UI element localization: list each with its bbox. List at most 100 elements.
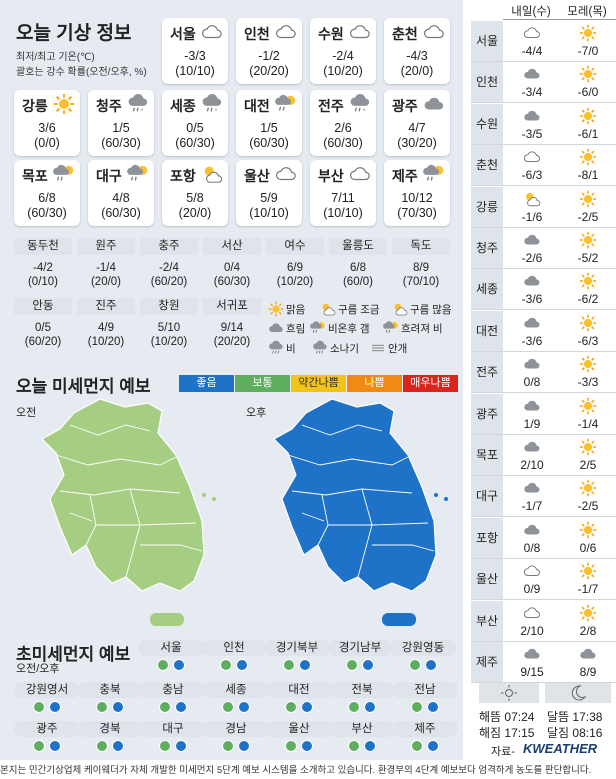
rain-then-clear-icon (127, 163, 149, 185)
rain-then-clear-icon (310, 320, 326, 336)
city-card: 전주 2/6 (60/30) (310, 90, 376, 156)
city-rain: (30/20) (397, 136, 437, 150)
small-city-rain: (60/20) (24, 336, 62, 348)
city-name: 포항 (170, 168, 196, 184)
pm-dot (301, 740, 313, 752)
sun-cloud-icon (320, 301, 336, 317)
legend-item: 비 (268, 340, 296, 356)
pm-dot (236, 659, 248, 671)
city-temp: 3/6 (38, 121, 56, 135)
city-name: 광주 (392, 98, 418, 114)
am-dot (409, 659, 421, 671)
cloud-icon (523, 148, 541, 166)
city-card: 춘천 -4/3 (20/0) (384, 18, 450, 84)
city-rain: (10/10) (323, 206, 363, 220)
cloud-icon (349, 163, 371, 185)
fine-region-name: 충남 (140, 682, 206, 698)
forecast-city: 포항 (471, 517, 503, 558)
day1-temp: 2/10 (520, 458, 544, 472)
forecast-city: 춘천 (471, 145, 503, 186)
day1-temp: 0/9 (523, 582, 541, 597)
cloud-icon (275, 163, 297, 185)
forecast-row: 포항 0/8 0/6 (471, 517, 616, 559)
city-name: 대구 (96, 168, 122, 184)
pm-dot (112, 740, 124, 752)
city-name: 목포 (22, 168, 48, 184)
day1-temp: -3/4 (521, 85, 543, 100)
rain-note: 괄호는 강수 확률(오전/오후, %) (16, 67, 147, 78)
forecast-city: 부산 (471, 600, 503, 641)
cloud-dark-icon (523, 645, 541, 663)
small-city: 안동 0/5 (60/20) (14, 298, 72, 349)
forecast-row: 전주 0/8 -3/3 (471, 352, 616, 394)
am-dot (411, 740, 423, 752)
city-temp: -4/3 (406, 49, 428, 63)
small-city-temp: 6/9 (287, 262, 303, 274)
sun-icon (579, 397, 597, 415)
sun-icon (579, 231, 597, 249)
pm-map (273, 398, 448, 626)
sun-icon (579, 438, 597, 456)
small-city-temp: 0/4 (224, 262, 240, 274)
day2-temp: 2/5 (579, 458, 597, 472)
forecast-city: 목포 (471, 435, 503, 475)
forecast-city: 광주 (471, 393, 503, 434)
am-dot (285, 740, 297, 752)
legend-label: 흐려져 비 (401, 322, 443, 335)
fine-region: 경기북부 (264, 640, 330, 671)
small-city-rain: (60/30) (213, 276, 251, 288)
city-card: 인천 -1/2 (20/20) (236, 18, 302, 84)
am-dot (283, 659, 295, 671)
day2-temp: 2/8 (579, 623, 597, 638)
forecast-city: 대전 (471, 310, 503, 351)
forecast-city: 청주 (471, 228, 503, 268)
sun-icon (579, 148, 597, 166)
city-temp: 2/6 (334, 121, 352, 135)
small-city: 창원 5/10 (10/20) (140, 298, 198, 349)
fine-region-name: 울산 (266, 721, 332, 737)
pm-level: 나쁨 (347, 375, 402, 392)
fine-region-name: 서울 (138, 640, 204, 656)
small-city: 독도 8/9 (70/10) (392, 238, 450, 289)
city-rain: (20/20) (249, 64, 289, 78)
day2-temp: 8/9 (579, 665, 597, 679)
legend-item: 소나기 (312, 340, 359, 356)
pm-dot (238, 701, 250, 713)
day2-temp: -8/1 (577, 168, 599, 183)
shower-icon (312, 340, 328, 356)
cloud-rain-snow-icon (201, 93, 223, 115)
small-city: 원주 -1/4 (20/0) (77, 238, 135, 289)
am-dot (96, 701, 108, 713)
sun-outline-icon (501, 685, 517, 701)
city-rain: (60/30) (101, 206, 141, 220)
city-temp: 4/7 (408, 121, 426, 135)
rain-then-clear-icon (53, 163, 75, 185)
legend-label: 구름 조금 (338, 303, 380, 316)
small-city-name: 울릉도 (329, 238, 387, 255)
source-label: 자료- (491, 746, 515, 758)
day1-temp: 0/8 (523, 375, 541, 390)
city-card: 부산 7/11 (10/10) (310, 160, 376, 226)
cloud-icon (523, 24, 541, 42)
forecast-row: 광주 1/9 -1/4 (471, 393, 616, 435)
am-dot (222, 740, 234, 752)
pm-level: 좋음 (179, 375, 234, 392)
fine-region-name: 전북 (329, 682, 395, 698)
forecast-city: 강릉 (471, 186, 503, 227)
city-name: 세종 (170, 98, 196, 114)
fine-region: 충북 (77, 682, 143, 713)
legend-label: 흐림 (286, 322, 306, 335)
cloud-icon (523, 604, 541, 622)
cloud-icon (201, 21, 223, 43)
small-city-temp: -1/4 (96, 262, 116, 274)
city-temp: 4/8 (112, 191, 130, 205)
small-city-name: 안동 (14, 298, 72, 315)
city-name: 춘천 (392, 26, 418, 42)
pm-dot (427, 701, 439, 713)
city-rain: (10/20) (323, 64, 363, 78)
day1-temp: -6/3 (521, 168, 543, 183)
small-city-name: 동두천 (14, 238, 72, 255)
page-title: 오늘 기상 정보 (16, 23, 132, 44)
city-card: 청주 1/5 (60/30) (88, 90, 154, 156)
kweather-logo: KWEATHER (523, 741, 598, 756)
